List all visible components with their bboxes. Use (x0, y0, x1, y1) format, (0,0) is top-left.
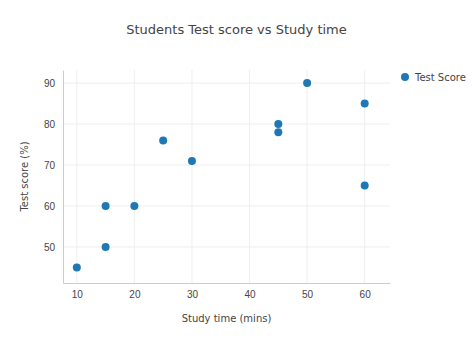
x-axis: 10 20 30 40 50 60 (64, 283, 391, 300)
y-tick-label: 50 (44, 242, 56, 253)
points (73, 79, 369, 271)
grid-line (63, 246, 390, 247)
point (102, 202, 110, 210)
grid-line (63, 83, 390, 84)
y-tick-label: 60 (44, 201, 56, 212)
legend: Test Score (401, 72, 466, 83)
x-axis-line (64, 283, 391, 284)
y-tick: 50 (44, 242, 63, 253)
grid-line (191, 70, 192, 283)
point (303, 79, 311, 87)
legend-label: Test Score (414, 72, 466, 83)
x-tick: 10 (72, 283, 84, 300)
x-tick-label: 50 (302, 289, 314, 300)
title: Students Test score vs Study time (126, 22, 347, 37)
grid (63, 70, 390, 283)
x-tick: 50 (302, 283, 314, 300)
grid-line (307, 70, 308, 283)
point (159, 136, 167, 144)
x-tick-label: 40 (244, 289, 256, 300)
legend-item: Test Score (401, 72, 466, 83)
grid-line (249, 70, 250, 283)
point (274, 120, 282, 128)
y-axis-line (63, 71, 64, 284)
y-axis-title: Test score (%) (19, 141, 30, 212)
grid-line (63, 165, 390, 166)
x-tick: 30 (187, 283, 199, 300)
point (361, 182, 369, 190)
y-axis: 50 60 70 80 90 (44, 71, 64, 284)
x-tick: 40 (244, 283, 256, 300)
x-axis-title: Study time (mins) (182, 313, 272, 324)
y-tick-label: 80 (44, 119, 56, 130)
grid-line (63, 124, 390, 125)
grid-line (134, 70, 135, 283)
x-tick: 60 (360, 283, 372, 300)
x-tick: 20 (129, 283, 141, 300)
point (73, 263, 81, 271)
point (274, 128, 282, 136)
point (188, 157, 196, 165)
y-tick: 70 (44, 160, 63, 171)
y-tick: 60 (44, 201, 63, 212)
point (130, 202, 138, 210)
x-tick-label: 10 (72, 289, 84, 300)
chart: 10 20 30 40 50 60 50 60 70 80 90 Students Test scor… (0, 0, 474, 338)
y-tick-label: 90 (44, 78, 56, 89)
grid-line (63, 205, 390, 206)
y-tick-label: 70 (44, 160, 56, 171)
grid-line (76, 70, 77, 283)
y-tick: 90 (44, 78, 63, 89)
legend-marker (401, 73, 409, 81)
x-tick-label: 20 (129, 289, 141, 300)
x-tick-label: 30 (187, 289, 199, 300)
point (102, 243, 110, 251)
x-tick-label: 60 (360, 289, 372, 300)
y-tick: 80 (44, 119, 63, 130)
point (361, 100, 369, 108)
plot-area: 10 20 30 40 50 60 50 60 70 80 90 (44, 70, 391, 300)
